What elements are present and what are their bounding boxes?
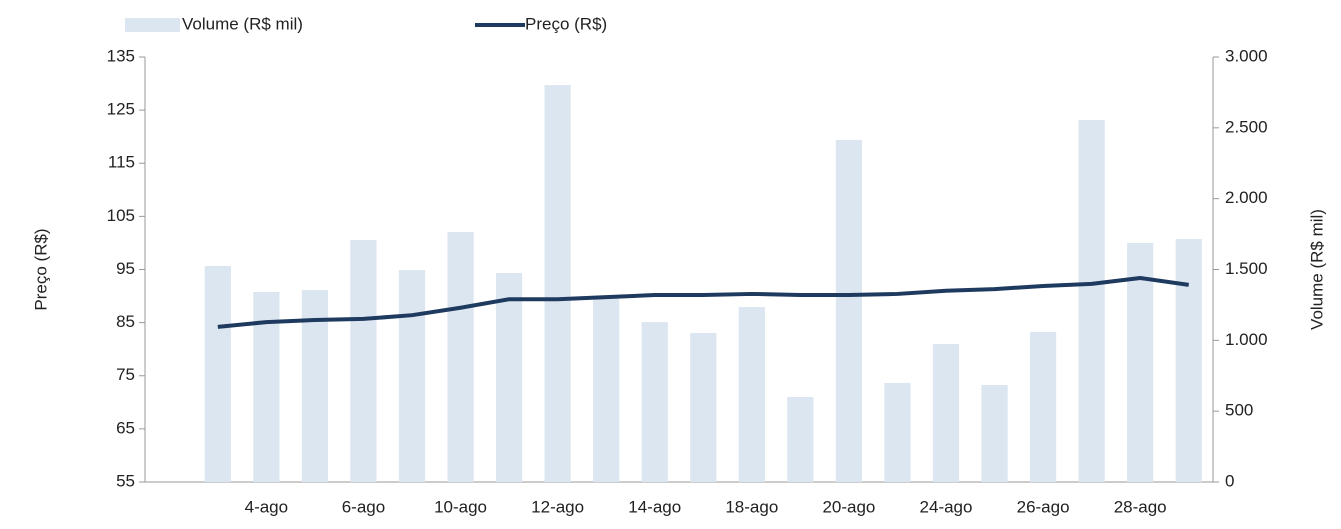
y2-tick-label: 1.000 bbox=[1225, 330, 1268, 349]
y-tick-label: 75 bbox=[116, 365, 135, 384]
y-tick-label: 65 bbox=[116, 418, 135, 437]
bar bbox=[641, 322, 668, 482]
legend-swatch bbox=[125, 18, 180, 32]
bar bbox=[398, 270, 426, 482]
x-tick-label: 10-ago bbox=[434, 497, 487, 516]
x-tick-label: 6-ago bbox=[342, 497, 385, 516]
legend-label: Volume (R$ mil) bbox=[182, 14, 303, 33]
y-tick-label: 105 bbox=[107, 206, 135, 225]
x-tick-label: 14-ago bbox=[628, 497, 681, 516]
y-tick-label: 85 bbox=[116, 312, 135, 331]
bar bbox=[447, 231, 474, 482]
y-tick-label: 125 bbox=[107, 100, 135, 119]
bar bbox=[204, 265, 231, 482]
y2-tick-label: 2.000 bbox=[1225, 188, 1268, 207]
x-tick-label: 4-ago bbox=[245, 497, 288, 516]
bar bbox=[787, 397, 814, 482]
bar bbox=[350, 240, 377, 482]
x-tick-label: 24-ago bbox=[920, 497, 973, 516]
x-tick-label: 12-ago bbox=[531, 497, 584, 516]
y2-tick-label: 3.000 bbox=[1225, 46, 1268, 65]
x-tick-label: 28-ago bbox=[1114, 497, 1167, 516]
y2-tick-label: 500 bbox=[1225, 401, 1253, 420]
bar bbox=[544, 85, 571, 483]
bar bbox=[593, 297, 620, 482]
bar bbox=[1078, 120, 1105, 483]
y-tick-label: 95 bbox=[116, 259, 135, 278]
bar bbox=[1127, 243, 1154, 482]
bar bbox=[690, 332, 717, 482]
bar bbox=[738, 307, 765, 482]
bar bbox=[835, 140, 863, 482]
bar bbox=[932, 344, 960, 482]
bar bbox=[884, 382, 911, 482]
bar bbox=[981, 384, 1008, 482]
bar bbox=[1175, 239, 1202, 482]
y-tick-label: 55 bbox=[116, 471, 135, 490]
legend-label: Preço (R$) bbox=[525, 14, 607, 33]
y2-tick-label: 0 bbox=[1225, 471, 1234, 490]
bar bbox=[1029, 331, 1057, 482]
y2-axis-title: Volume (R$ mil) bbox=[1307, 209, 1326, 330]
line bbox=[217, 276, 1190, 329]
x-tick-label: 26-ago bbox=[1017, 497, 1070, 516]
y-tick-label: 115 bbox=[108, 153, 135, 172]
y-tick-label: 135 bbox=[107, 46, 135, 65]
x-tick-label: 18-ago bbox=[725, 497, 778, 516]
y2-tick-label: 2.500 bbox=[1225, 117, 1268, 136]
bar bbox=[495, 273, 523, 482]
x-tick-label: 20-ago bbox=[822, 497, 875, 516]
y2-tick-label: 1.500 bbox=[1225, 259, 1268, 278]
y-axis-title: Preço (R$) bbox=[31, 228, 50, 310]
